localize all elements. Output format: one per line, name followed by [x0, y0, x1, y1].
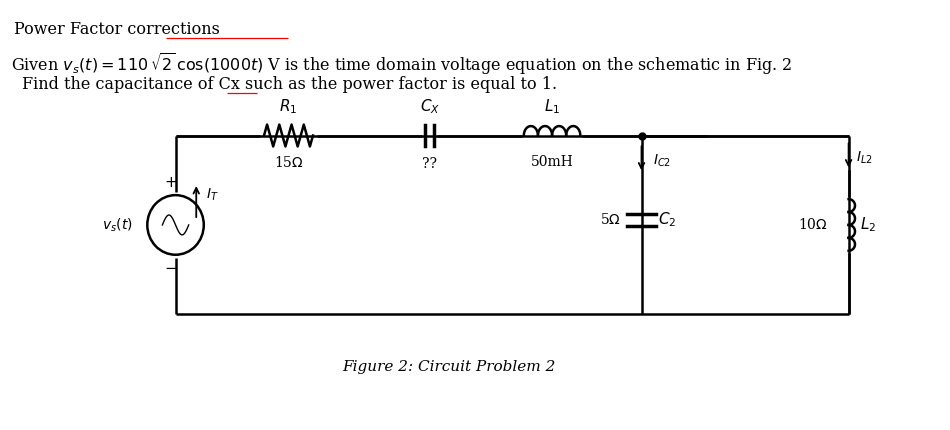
- Text: $I_T$: $I_T$: [205, 187, 218, 203]
- Text: 10$\Omega$: 10$\Omega$: [798, 218, 827, 233]
- Text: $C_X$: $C_X$: [420, 97, 440, 116]
- Text: −: −: [164, 261, 178, 276]
- Text: $R_1$: $R_1$: [279, 97, 297, 116]
- Text: $L_2$: $L_2$: [860, 215, 876, 234]
- Text: $v_s(t)$: $v_s(t)$: [102, 216, 133, 233]
- Text: Power Factor corrections: Power Factor corrections: [13, 21, 219, 38]
- Text: $I_{C2}$: $I_{C2}$: [653, 152, 671, 169]
- Text: $C_2$: $C_2$: [658, 211, 676, 229]
- Text: Given $v_s(t) = 110\,\sqrt{2}\,\cos(1000t)$ V is the time domain voltage equatio: Given $v_s(t) = 110\,\sqrt{2}\,\cos(1000…: [10, 51, 792, 77]
- Text: 50mH: 50mH: [531, 155, 574, 169]
- Text: 5$\Omega$: 5$\Omega$: [599, 212, 620, 227]
- Text: 15$\Omega$: 15$\Omega$: [274, 155, 303, 170]
- Text: $I_{L2}$: $I_{L2}$: [856, 149, 873, 166]
- Text: Figure 2: Circuit Problem 2: Figure 2: Circuit Problem 2: [342, 360, 555, 374]
- Text: +: +: [164, 175, 178, 190]
- Text: $L_1$: $L_1$: [544, 97, 560, 116]
- Text: ??: ??: [422, 157, 437, 172]
- Text: Find the capacitance of Cx such as the power factor is equal to 1.: Find the capacitance of Cx such as the p…: [22, 76, 558, 93]
